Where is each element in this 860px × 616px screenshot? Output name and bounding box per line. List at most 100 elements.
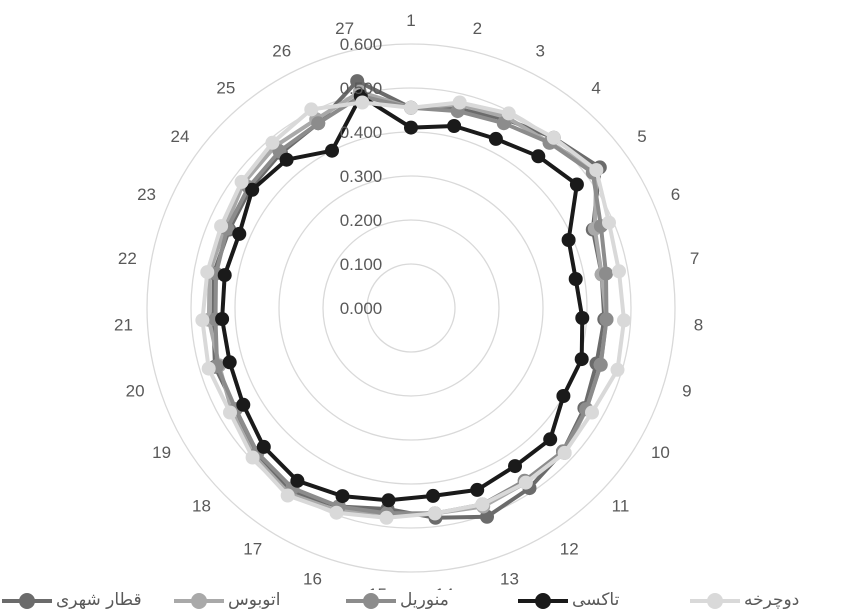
category-labels: 1234567891011121314151617181920212223242… xyxy=(114,11,703,590)
radar-grid xyxy=(146,43,676,573)
category-label: 17 xyxy=(243,540,262,559)
series-point xyxy=(508,459,522,474)
series-point xyxy=(452,95,467,110)
series-point xyxy=(195,313,210,328)
series-point xyxy=(546,130,561,145)
series-5 xyxy=(195,95,631,525)
category-label: 21 xyxy=(114,316,133,335)
series-point xyxy=(428,506,442,521)
series-point xyxy=(214,219,229,234)
grid-ring xyxy=(146,43,676,573)
category-label: 15 xyxy=(368,585,387,590)
series-point xyxy=(379,510,394,525)
series-point xyxy=(574,352,589,367)
radial-tick-labels: 0.000 0.100 0.200 0.300 0.400 0.500 0.600 xyxy=(340,35,383,318)
category-label: 20 xyxy=(126,382,145,401)
legend-label: قطار شهری xyxy=(56,590,142,610)
series-point xyxy=(470,482,485,497)
series-point xyxy=(475,497,490,512)
legend-item: اتوبوس xyxy=(172,589,344,616)
series-point xyxy=(245,182,260,197)
series-line xyxy=(200,100,626,520)
radial-tick-label: 0.400 xyxy=(340,123,383,142)
series-point xyxy=(304,102,319,117)
category-label: 10 xyxy=(651,443,670,462)
grid-ring xyxy=(234,131,588,485)
series-point xyxy=(350,74,365,89)
grid-ring xyxy=(278,175,544,441)
category-label: 26 xyxy=(272,42,291,61)
radial-tick-label: 0.500 xyxy=(340,79,383,98)
category-label: 4 xyxy=(591,78,600,97)
legend-label: اتوبوس xyxy=(228,590,281,610)
legend-item: منوریل xyxy=(344,589,516,616)
series-point xyxy=(232,226,247,241)
legend-marker xyxy=(707,593,723,609)
category-label: 12 xyxy=(560,540,579,559)
category-label: 18 xyxy=(192,497,211,516)
series-point xyxy=(447,119,462,133)
series-point xyxy=(404,120,418,135)
series-point xyxy=(404,100,418,115)
category-label: 11 xyxy=(612,497,630,516)
category-label: 22 xyxy=(118,249,137,268)
category-label: 7 xyxy=(690,249,699,268)
series-point xyxy=(290,473,305,488)
series-point xyxy=(612,264,626,279)
grid-ring xyxy=(322,219,500,397)
series-point xyxy=(593,357,608,372)
category-label: 14 xyxy=(435,585,454,590)
series-point xyxy=(575,311,590,325)
series-point xyxy=(543,432,558,447)
radial-tick-label: 0.600 xyxy=(340,35,383,54)
radial-tick-label: 0.100 xyxy=(340,255,383,274)
legend-label: دوچرخه xyxy=(744,590,800,610)
series-point xyxy=(569,177,584,192)
series-4 xyxy=(215,89,590,508)
radial-tick-label: 0.000 xyxy=(340,299,383,318)
radial-tick-label: 0.300 xyxy=(340,167,383,186)
category-label: 27 xyxy=(335,19,354,38)
series-point xyxy=(325,143,339,158)
series-point xyxy=(557,445,572,460)
legend-label: تاکسی xyxy=(572,590,620,610)
series-point xyxy=(585,405,599,420)
category-label: 25 xyxy=(216,78,235,97)
series-line xyxy=(213,94,609,516)
legend-marker xyxy=(191,593,207,609)
series-point xyxy=(201,361,216,376)
category-label: 24 xyxy=(171,127,190,146)
category-label: 8 xyxy=(694,316,703,335)
series-point xyxy=(256,439,271,454)
series-point xyxy=(589,163,604,178)
series-point xyxy=(488,131,503,146)
legend-marker xyxy=(19,593,35,609)
series-point xyxy=(245,450,260,465)
series-point xyxy=(610,362,625,377)
series-point xyxy=(599,266,613,281)
series-point xyxy=(501,106,516,121)
legend-item: قطار شهری xyxy=(0,589,172,616)
legend-marker xyxy=(363,593,379,609)
legend-item: تاکسی xyxy=(516,589,688,616)
category-label: 6 xyxy=(671,185,680,204)
series-point xyxy=(568,272,583,286)
series-point xyxy=(215,312,230,326)
series-point xyxy=(311,116,326,131)
series-point xyxy=(561,233,576,247)
series-point xyxy=(602,215,616,230)
series-point xyxy=(599,312,614,327)
series-point xyxy=(617,313,631,328)
series-point xyxy=(381,493,396,508)
grid-ring xyxy=(366,263,456,353)
series-point xyxy=(222,355,237,370)
legend-marker xyxy=(535,593,551,609)
series-layer xyxy=(195,74,631,525)
category-label: 2 xyxy=(473,19,482,38)
radial-tick-label: 0.200 xyxy=(340,211,383,230)
series-point xyxy=(234,174,249,189)
category-label: 19 xyxy=(152,443,171,462)
series-point xyxy=(355,95,370,110)
category-label: 13 xyxy=(500,570,519,589)
series-point xyxy=(426,488,440,503)
